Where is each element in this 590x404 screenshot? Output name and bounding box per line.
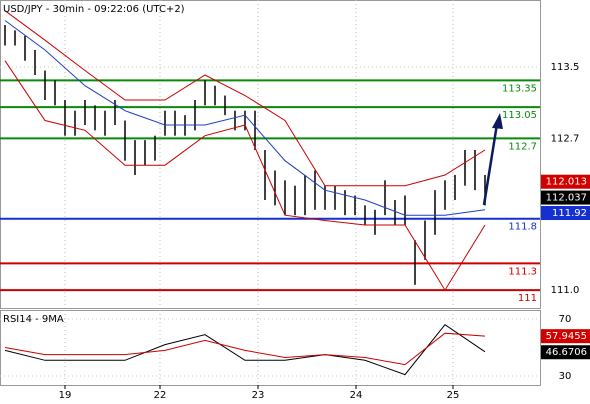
y-tick-label: 70 [559,314,572,325]
x-tick-label: 22 [154,390,167,400]
value-box-label: 112.037 [546,193,587,204]
rsi-panel [0,310,541,386]
value-box [541,190,590,205]
overlay-line [4,10,486,187]
chart-title: USD/JPY - 30min - 09:22:06 (UTC+2) [3,4,185,15]
level-label: 111 [518,293,537,304]
level-label: 112.7 [508,141,537,152]
level-label: 113.35 [502,83,537,94]
y-tick-label: 113.5 [551,62,580,73]
value-box-label: 46.6706 [546,347,587,358]
overlay-line [4,60,486,292]
x-tick-label: 19 [59,390,72,400]
rsi-title: RSI14 - 9MA [3,314,64,325]
value-box-label: 57.9455 [546,331,587,342]
value-box [541,174,590,189]
level-label: 111.8 [508,222,537,233]
arrow-head [492,113,503,129]
y-tick-label: 112.7 [551,133,580,144]
value-box [541,345,590,360]
level-label: 113.05 [502,110,537,121]
overlay-line [4,20,486,216]
rsi-line [4,324,486,376]
x-tick-label: 25 [447,390,460,400]
y-tick-label: 111.0 [551,285,580,296]
value-box [541,329,590,344]
level-label: 111.3 [508,266,537,277]
x-tick-label: 24 [350,390,363,400]
y-tick-label: 30 [559,371,572,382]
value-box [541,206,590,221]
x-tick-label: 23 [252,390,265,400]
value-box-label: 111.92 [552,208,587,219]
arrow-shaft [482,123,499,206]
value-box-label: 112.013 [546,177,587,188]
price-panel [0,0,541,309]
rsi-line [4,332,486,366]
